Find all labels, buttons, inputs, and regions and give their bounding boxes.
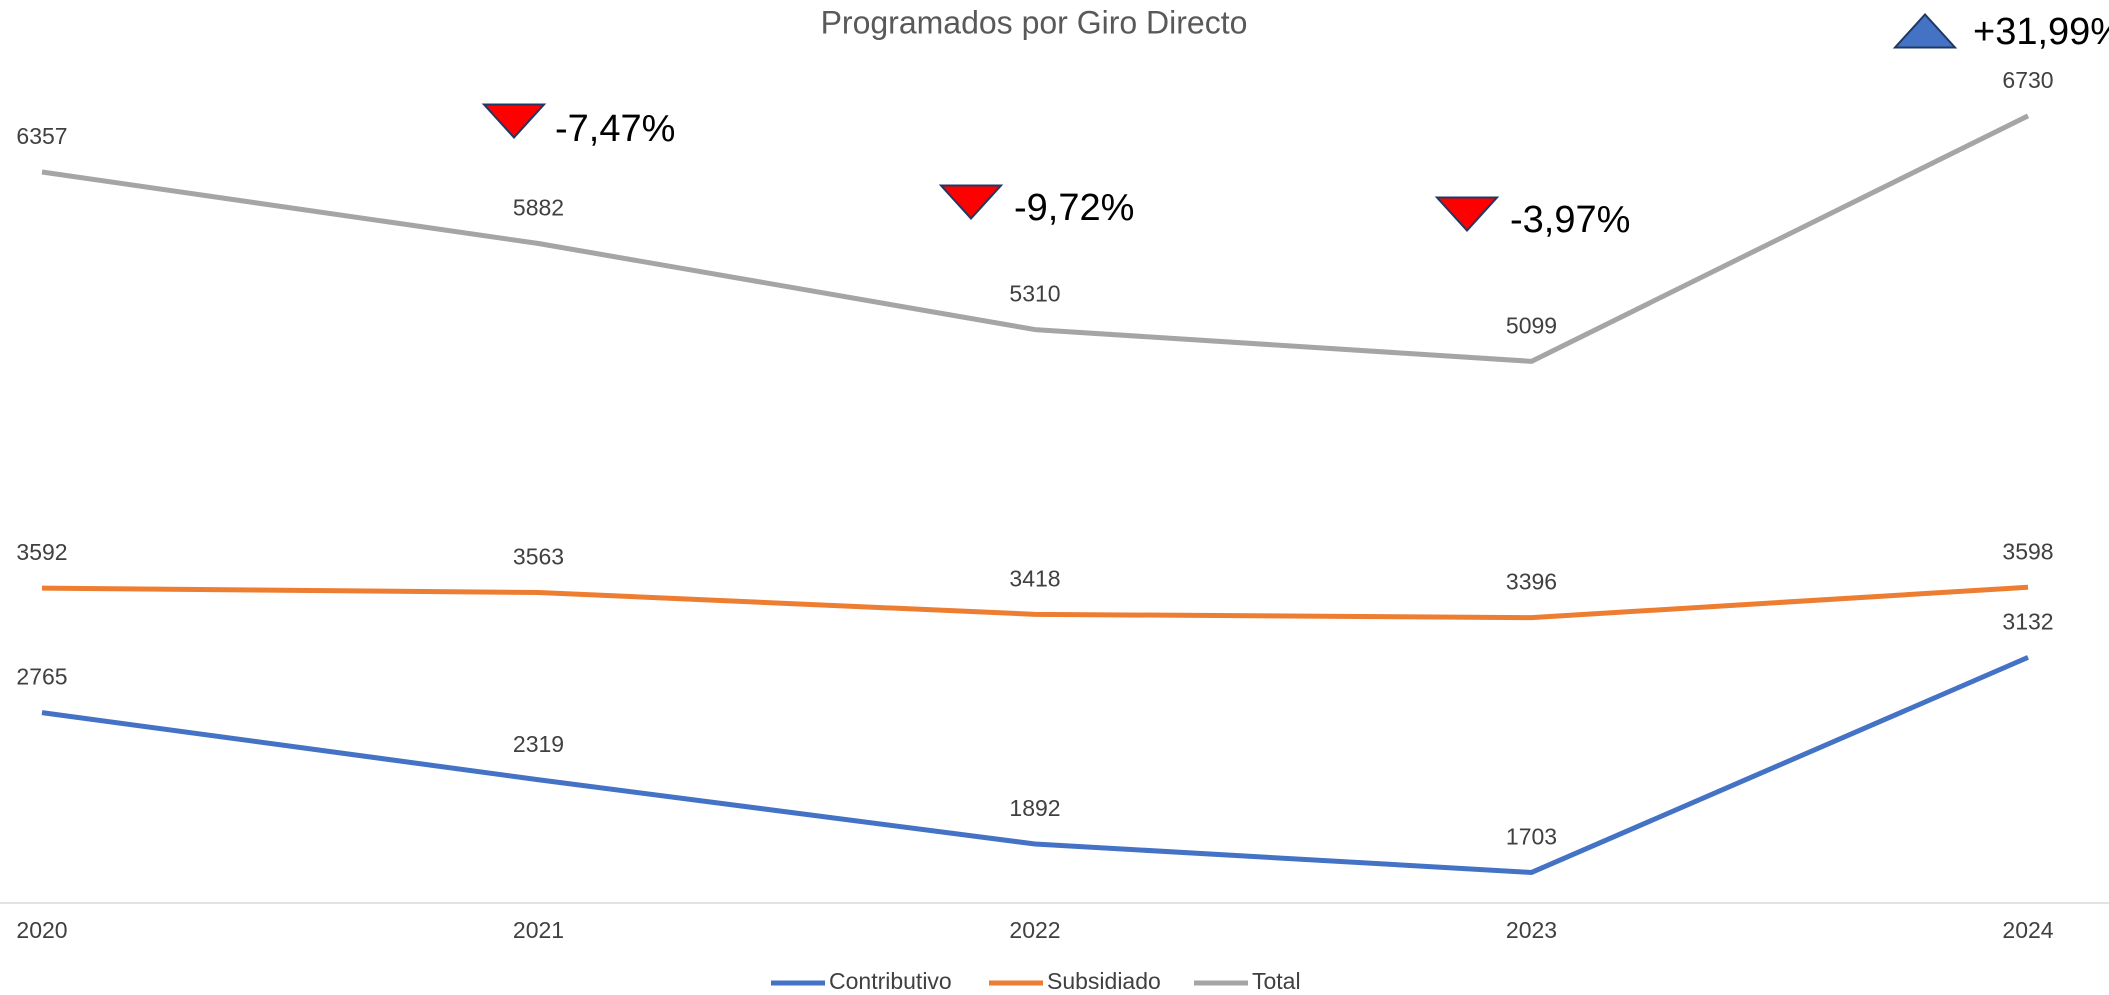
legend-label: Contributivo	[829, 968, 952, 994]
series-line	[41, 113, 2030, 364]
annotation: -9,72%	[1014, 187, 1134, 229]
legend-label: Total	[1252, 968, 1301, 994]
data-label: 6357	[16, 123, 67, 149]
data-label: 2319	[513, 731, 564, 757]
data-label: 1892	[1009, 795, 1060, 821]
chart-title: Programados por Giro Directo	[821, 4, 1248, 40]
data-label: 6730	[2002, 67, 2053, 93]
x-tick-label: 2021	[513, 917, 564, 943]
series-line	[41, 655, 2029, 875]
annotation-arrow	[481, 103, 547, 139]
x-tick-label: 2022	[1009, 917, 1060, 943]
data-label: 1703	[1506, 824, 1557, 850]
data-label: 3396	[1506, 569, 1557, 595]
annotation-arrow	[1892, 13, 1958, 49]
legend-label: Subsidiado	[1047, 968, 1161, 994]
x-tick-label: 2023	[1506, 917, 1557, 943]
annotation: +31,99%	[1973, 11, 2109, 53]
series-line	[41, 584, 2029, 621]
data-label: 3418	[1009, 565, 1060, 591]
data-label: 5310	[1009, 281, 1060, 307]
annotation: -7,47%	[555, 108, 675, 150]
data-label: 2765	[16, 664, 67, 690]
data-label: 5099	[1506, 312, 1557, 338]
data-label: 3132	[2002, 608, 2053, 634]
annotation: -3,97%	[1510, 199, 1630, 241]
data-label: 5882	[513, 195, 564, 221]
annotation-arrow	[938, 184, 1004, 220]
data-label: 3563	[513, 544, 564, 570]
data-label: 3592	[16, 539, 67, 565]
data-label: 3598	[2002, 538, 2053, 564]
x-tick-label: 2024	[2002, 917, 2053, 943]
annotation-arrow	[1434, 196, 1500, 232]
x-tick-label: 2020	[16, 917, 67, 943]
